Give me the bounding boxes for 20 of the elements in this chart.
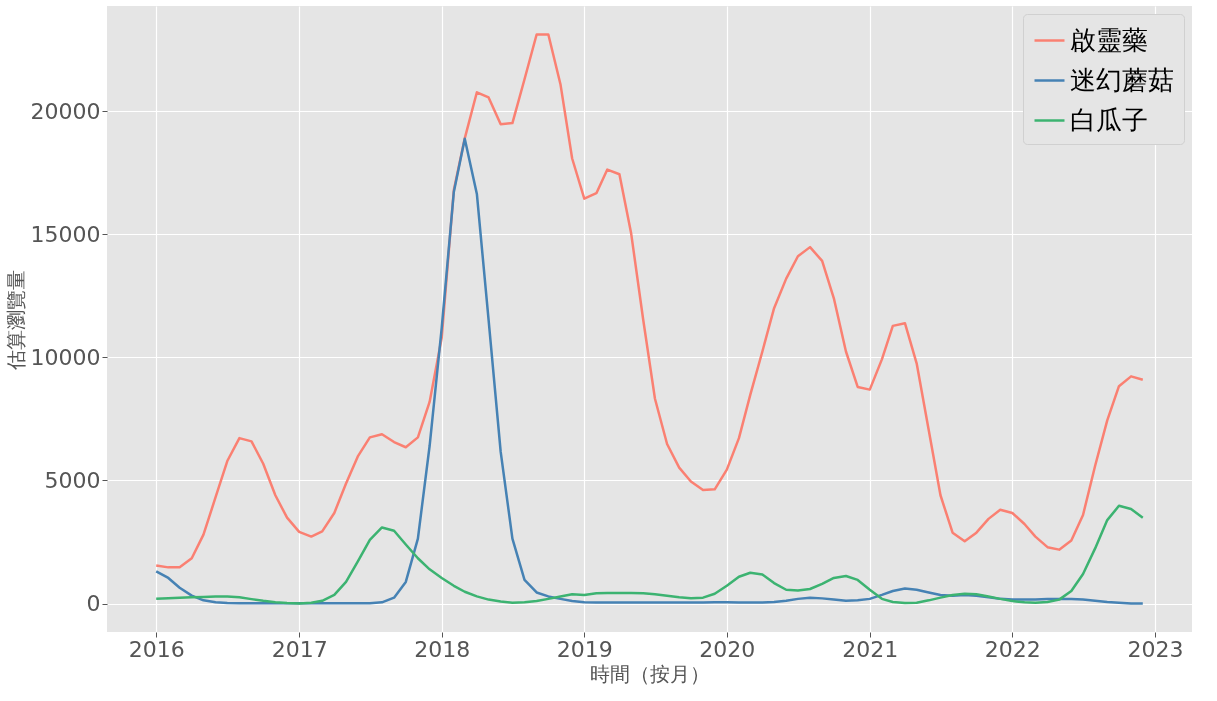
x-tick-label: 2021 bbox=[842, 636, 899, 662]
y-tick-label: 0 bbox=[86, 591, 101, 617]
x-tick-label: 2019 bbox=[556, 636, 613, 662]
x-tick-label: 2020 bbox=[699, 636, 756, 662]
x-tick-label: 2018 bbox=[414, 636, 471, 662]
legend-label: 白瓜子 bbox=[1070, 104, 1148, 135]
x-tick-label: 2016 bbox=[128, 636, 185, 662]
line-series bbox=[154, 504, 1145, 605]
x-tick-label: 2017 bbox=[271, 636, 328, 662]
line-series bbox=[154, 137, 1145, 605]
y-tick-label: 15000 bbox=[30, 221, 101, 247]
legend-label: 迷幻蘑菇 bbox=[1070, 64, 1174, 95]
x-tick-label: 2022 bbox=[984, 636, 1041, 662]
y-tick-label: 20000 bbox=[30, 98, 101, 124]
y-tick-label: 10000 bbox=[30, 344, 101, 370]
x-tick-label: 2023 bbox=[1127, 636, 1184, 662]
legend-label: 啟靈藥 bbox=[1070, 24, 1148, 55]
y-axis-title: 估算瀏覽量 bbox=[3, 269, 28, 371]
x-axis-title: 時間（按月） bbox=[590, 661, 710, 686]
y-tick-label: 5000 bbox=[44, 467, 101, 493]
